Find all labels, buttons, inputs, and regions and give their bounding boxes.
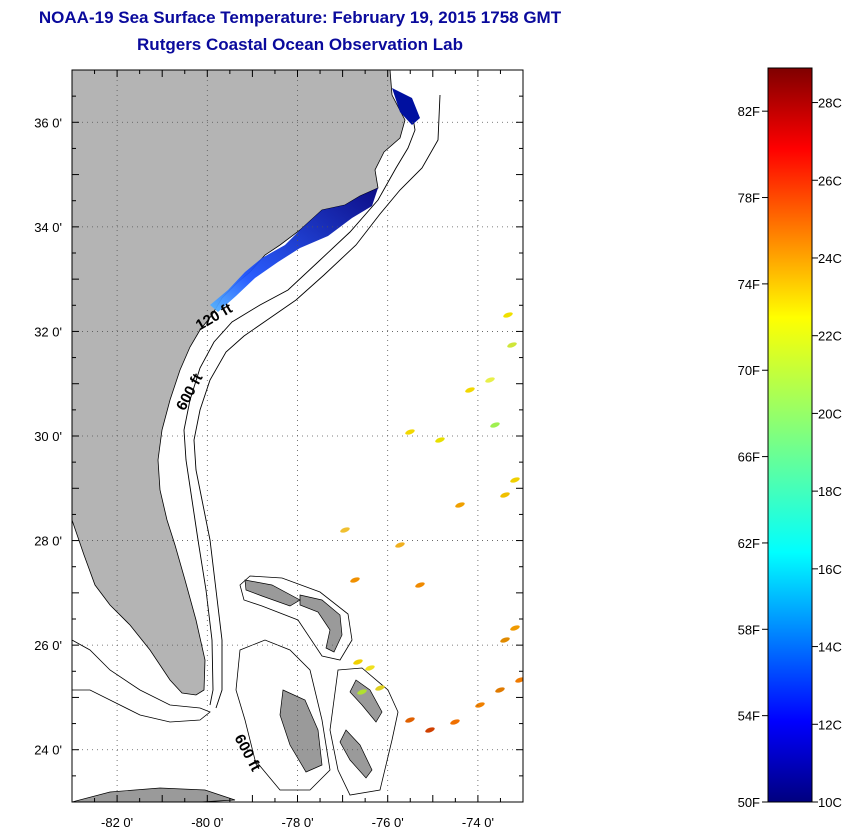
colorbar-f-label: 58F [738,622,760,637]
us-mainland [72,70,406,696]
bahamas-andros [279,689,323,773]
colorbar-c-label: 24C [818,251,842,266]
lon-tick-label: -76 0' [372,815,404,830]
sst-patch [495,687,505,693]
contour-bahamas-b [235,639,331,791]
sst-patch [485,377,495,383]
sst-offshore-patches [340,312,523,733]
sst-patch [475,702,485,708]
contour-bahamas-c [329,667,399,796]
lat-tick-label: 26 0' [34,638,62,653]
lat-tick-label: 36 0' [34,115,62,130]
sst-patch [353,659,363,665]
lat-tick-label: 24 0' [34,743,62,758]
lon-tick-label: -78 0' [281,815,313,830]
bahamas-eleuthera [349,679,383,723]
contour-120ft [183,99,416,706]
colorbar-f-label: 62F [738,536,760,551]
map-title: NOAA-19 Sea Surface Temperature: Februar… [38,8,562,27]
sst-patch [500,637,510,643]
colorbar-c-label: 26C [818,173,842,188]
map-axis-ticks: -82 0' -80 0' -78 0' -76 0' -74 0' 24 0' 26 0'… [34,69,524,830]
sst-patch [415,582,425,588]
bahamas-exuma [339,729,373,779]
colorbar-c-label: 20C [818,406,842,421]
colorbar-f-label: 78F [738,191,760,206]
contour-keys [72,639,211,723]
colorbar-f-label: 70F [738,363,760,378]
sst-patch [375,685,385,691]
colorbar-f-label: 50F [738,795,760,810]
sst-patch [490,422,500,428]
map-gridlines [72,70,523,802]
sst-patch [357,689,367,695]
colorbar-gradient [767,67,813,803]
sst-patch [450,719,460,725]
sst-patch [465,387,475,393]
colorbar-c-label: 16C [818,562,842,577]
sst-coastal-swath [210,188,378,312]
sst-outer-banks [392,88,420,125]
colorbar-f-label: 66F [738,450,760,465]
sst-patch [425,727,435,733]
colorbar-c-label: 22C [818,329,842,344]
sst-patch [500,492,510,498]
sst-patch [510,477,520,483]
sst-patch [395,542,405,548]
sst-patch [350,577,360,583]
sst-patch [507,342,517,348]
colorbar: 50F 54F 58F 62F 66F 70F 74F 78F 82F 10C 12C 14C 16C 1… [738,67,842,810]
lat-tick-label: 28 0' [34,534,62,549]
map-subtitle: Rutgers Coastal Ocean Observation Lab [137,35,463,54]
sst-patch [435,437,445,443]
sst-patch [515,677,523,683]
bahamas-abaco [299,594,343,653]
sst-patch [365,665,375,671]
contour-600ft [193,94,441,709]
colorbar-f-label: 82F [738,104,760,119]
colorbar-f-label: 54F [738,709,760,724]
colorbar-c-label: 10C [818,795,842,810]
colorbar-c-label: 14C [818,640,842,655]
sst-patch [455,502,465,508]
colorbar-c-label: 12C [818,717,842,732]
sst-patch [405,717,415,723]
lat-tick-label: 30 0' [34,429,62,444]
sst-patch [510,625,520,631]
lon-tick-label: -74 0' [462,815,494,830]
sst-patch [405,429,415,435]
lon-tick-label: -80 0' [191,815,223,830]
bahamas-grand-bahama [244,579,301,607]
colorbar-f-label: 74F [738,277,760,292]
colorbar-c-label: 18C [818,484,842,499]
sst-patch [503,312,513,318]
lat-tick-label: 32 0' [34,324,62,339]
lat-tick-label: 34 0' [34,220,62,235]
colorbar-c-label: 28C [818,96,842,111]
cuba-coast [72,787,236,802]
sst-patch [340,527,350,533]
contour-bahamas-a [239,575,353,661]
lon-tick-label: -82 0' [101,815,133,830]
